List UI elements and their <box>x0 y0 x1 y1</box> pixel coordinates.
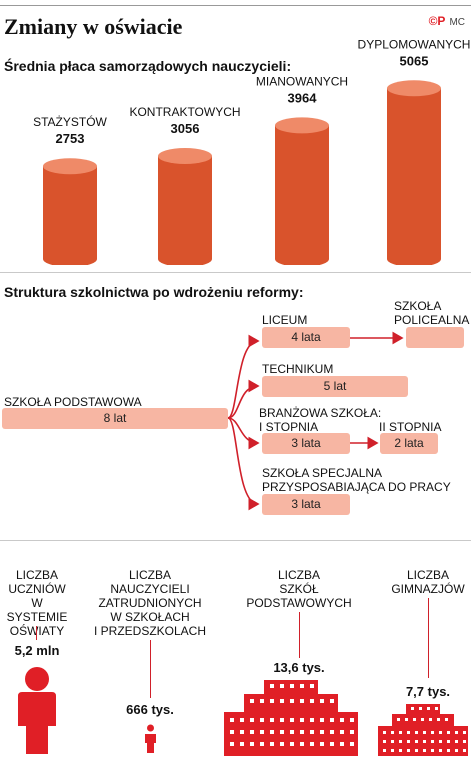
liceum-box: 4 lata <box>262 327 350 348</box>
bar-top <box>43 158 97 175</box>
bar-top <box>275 117 329 134</box>
stat-line: W SYSTEMIE <box>6 596 68 624</box>
bar-body <box>43 166 97 265</box>
technikum-label: TECHNIKUM <box>262 362 334 376</box>
bar-category-label: STAŻYSTÓW <box>33 114 107 129</box>
stat-line: LICZBA <box>277 568 320 582</box>
policealna-label-1: SZKOŁA <box>394 299 442 313</box>
top-rule <box>0 5 471 6</box>
stat-line: SZKÓŁ <box>279 582 319 596</box>
stat-line: ZATRUDNIONYCH <box>98 596 202 610</box>
separator <box>0 540 471 541</box>
brand-text: MC <box>449 17 465 28</box>
person-small-icon <box>145 724 156 753</box>
stat-line: PODSTAWOWYCH <box>246 596 352 610</box>
ii-stopnia-label: II STOPNIA <box>379 420 442 434</box>
stat-line: GIMNAZJÓW <box>391 582 465 596</box>
stat-line: I PRZEDSZKOLACH <box>93 624 207 638</box>
bar-value-label: 2753 <box>56 131 85 146</box>
stat-pointer-gimnazja <box>428 598 429 678</box>
separator <box>0 272 471 273</box>
bar-category-label: MIANOWANYCH <box>256 74 348 88</box>
salary-heading: Średnia płaca samorządowych nauczycieli: <box>4 58 292 74</box>
bar-kontraktowych <box>158 148 212 265</box>
bar-category-label: KONTRAKTOWYCH <box>129 105 240 119</box>
technikum-box: 5 lat <box>262 376 408 397</box>
policealna-box <box>406 327 464 348</box>
bar-body <box>275 125 329 265</box>
branzowa-label-1: BRANŻOWA SZKOŁA: <box>259 406 382 420</box>
school-large-icon <box>224 680 358 756</box>
stat-line: NAUCZYCIELI <box>110 582 190 596</box>
stat-value-uczniowie: 5,2 mln <box>14 643 60 658</box>
stat-pointer-nauczyciele <box>150 640 151 698</box>
bar-body <box>158 156 212 265</box>
salary-chart: STAŻYSTÓW 2753 KONTRAKTOWYCH 3056 MIANOWANYC… <box>33 40 471 265</box>
bar-value-label: 3964 <box>288 90 318 105</box>
bar-dyplomowanych <box>387 80 441 265</box>
primary-label: SZKOŁA PODSTAWOWA <box>4 395 142 409</box>
connector-branzowa <box>227 417 260 450</box>
stat-value-szkoly: 13,6 tys. <box>273 660 325 675</box>
bar-value-label: 3056 <box>171 121 200 136</box>
specjalna-box: 3 lata <box>262 494 350 515</box>
brand-logo: ©P <box>428 14 446 28</box>
stat-line: W SZKOŁACH <box>110 610 190 624</box>
liceum-label: LICEUM <box>262 313 308 327</box>
stat-label-szkoly: LICZBA SZKÓŁ PODSTAWOWYCH <box>244 568 354 610</box>
school-small-icon <box>378 704 468 756</box>
page-title: Zmiany w oświacie <box>4 14 183 39</box>
stat-value-nauczyciele: 666 tys. <box>126 702 174 717</box>
stat-pointer-szkoly <box>299 612 300 658</box>
connector-technikum <box>227 379 260 419</box>
stat-line: LICZBA <box>128 568 171 582</box>
stat-line: UCZNIÓW <box>8 582 66 596</box>
policealna-label-2: POLICEALNA <box>394 313 470 327</box>
stat-pointer-uczniowie <box>36 626 37 640</box>
specjalna-label-1: SZKOŁA SPECJALNA <box>262 466 383 480</box>
bar-mianowanych <box>275 117 329 265</box>
bar-category-label: DYPLOMOWANYCH <box>358 40 471 51</box>
stat-line: LICZBA <box>406 568 449 582</box>
stat-label-uczniowie: LICZBA UCZNIÓW W SYSTEMIE OŚWIATY <box>0 568 74 638</box>
connector-specjalna <box>227 417 260 511</box>
structure-heading: Struktura szkolnictwa po wdrożeniu refor… <box>4 284 304 300</box>
brand-mark: ©P MC <box>429 14 465 28</box>
stat-label-gimnazja: LICZBA GIMNAZJÓW <box>385 568 471 596</box>
stat-value-gimnazja: 7,7 tys. <box>405 684 451 699</box>
branzowa-box: 3 lata <box>262 433 350 454</box>
ii-stopnia-box: 2 lata <box>380 433 438 454</box>
specjalna-label-2: PRZYSPOSABIAJĄCA DO PRACY <box>262 480 451 494</box>
person-large-icon <box>18 667 56 754</box>
stat-label-nauczyciele: LICZBA NAUCZYCIELI ZATRUDNIONYCH W SZKOŁ… <box>88 568 212 638</box>
primary-box: 8 lat <box>2 408 228 429</box>
bar-value-label: 5065 <box>400 53 429 68</box>
bar-top <box>158 148 212 165</box>
structure-connectors <box>227 331 404 511</box>
bar-body <box>387 88 441 265</box>
stat-line: OŚWIATY <box>0 624 74 638</box>
bar-top <box>387 80 441 97</box>
connector-liceum <box>227 334 260 419</box>
stat-line: LICZBA <box>15 568 58 582</box>
branzowa-label-2: I STOPNIA <box>259 420 319 434</box>
bar-stażystów <box>43 158 97 265</box>
